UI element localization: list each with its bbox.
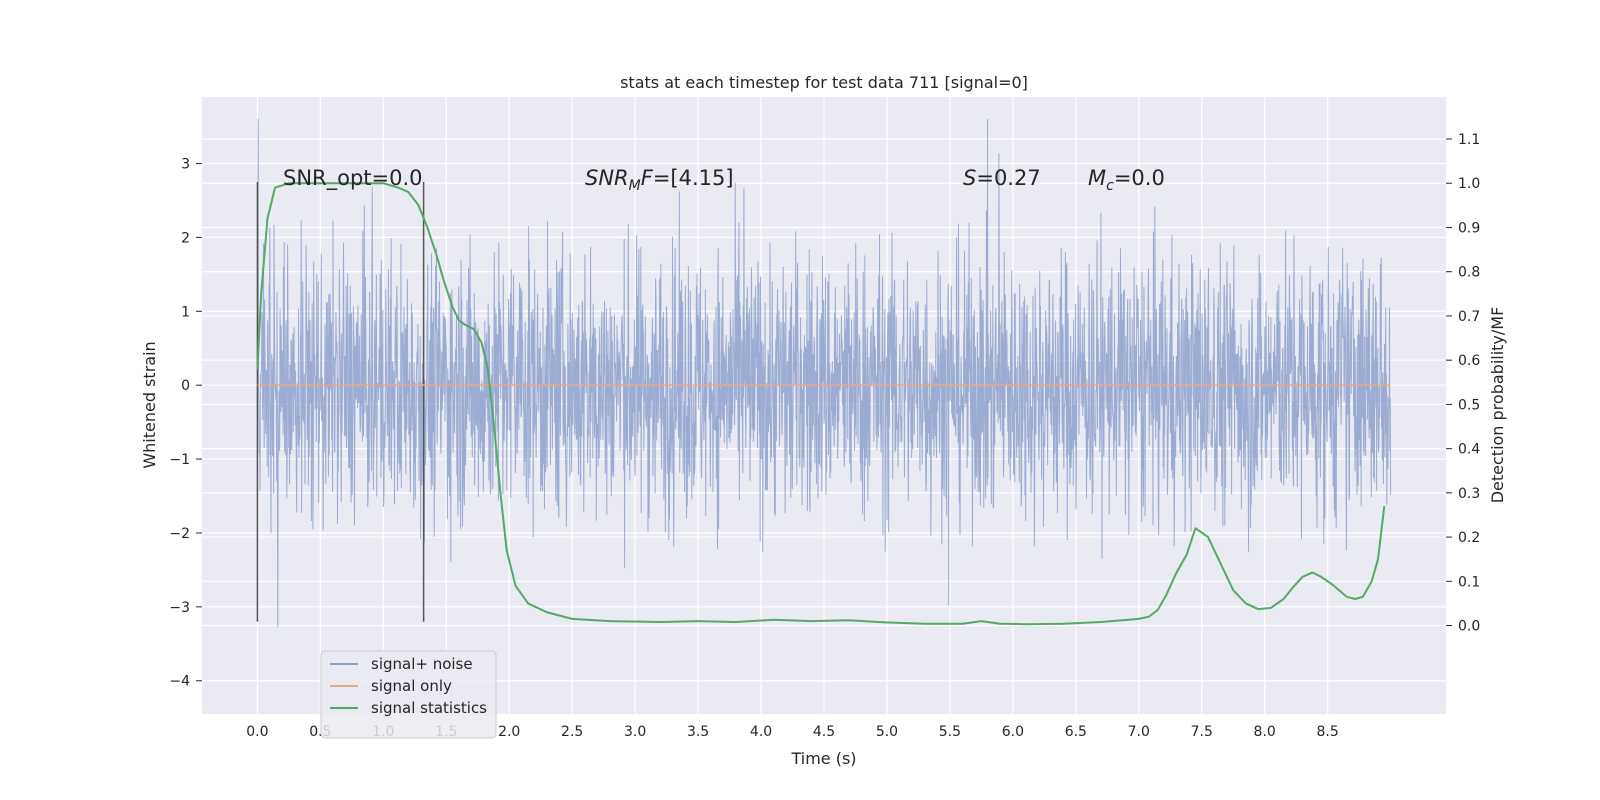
x-tick-label: 5.0 [876, 724, 898, 740]
x-tick-label: 8.5 [1317, 724, 1339, 740]
x-tick-label: 7.0 [1128, 724, 1150, 740]
y-right-tick-label: 0.3 [1458, 486, 1480, 502]
annotation-snr-opt: SNR_opt=0.0 [283, 166, 423, 191]
signal-noise-line [256, 119, 1392, 628]
x-tick-label: 6.5 [1065, 724, 1087, 740]
y-tick-label: −4 [169, 674, 190, 690]
legend-label-signal-noise: signal+ noise [371, 655, 473, 673]
x-tick-label: 2.0 [498, 724, 520, 740]
series-signal-noise [256, 119, 1392, 628]
y-right-tick-label: 1.1 [1458, 132, 1480, 148]
annotation-mc: Mc=0.0 [1088, 166, 1165, 194]
y-tick-label: −3 [169, 600, 190, 616]
x-tick-label: 4.0 [750, 724, 772, 740]
legend: signal+ noise signal only signal statist… [320, 650, 497, 739]
s-value: =0.27 [976, 166, 1040, 190]
snr-mf-var: SNR [585, 166, 629, 190]
y-right-tick-label: 1.0 [1458, 176, 1480, 192]
legend-box [320, 650, 497, 739]
y-tick-label: 0 [181, 378, 190, 394]
legend-label-signal-statistics: signal statistics [371, 699, 487, 717]
x-tick-label: 3.5 [687, 724, 709, 740]
snr-mf-sub: M [629, 178, 641, 194]
y-tick-label: 2 [181, 230, 190, 246]
x-tick-label: 7.5 [1191, 724, 1213, 740]
y-right-tick-label: 0.9 [1458, 220, 1480, 236]
y-tick-label: −1 [169, 452, 190, 468]
y-right-tick-label: 0.8 [1458, 265, 1480, 281]
y-right-tick-label: 0.0 [1458, 619, 1480, 635]
y-right-tick-label: 0.6 [1458, 353, 1480, 369]
x-tick-label: 5.5 [939, 724, 961, 740]
y-right-tick-label: 0.1 [1458, 574, 1480, 590]
snr-mf-tail: F [641, 166, 654, 190]
y-axis-label: Whitened strain [140, 341, 159, 468]
y-axis-right-label: Detection probability/MF [1488, 307, 1507, 504]
series-lines [256, 181, 1391, 626]
y-right-tick-label: 0.2 [1458, 530, 1480, 546]
x-tick-label: 3.0 [624, 724, 646, 740]
y-right-tick-label: 0.7 [1458, 309, 1480, 325]
mc-value: =0.0 [1114, 166, 1165, 190]
s-var: S [963, 166, 976, 190]
mc-var: M [1088, 166, 1106, 190]
chart-title: stats at each timestep for test data 711… [620, 73, 1028, 92]
legend-label-signal-only: signal only [371, 677, 452, 695]
y-right-tick-label: 0.4 [1458, 442, 1480, 458]
mc-sub: c [1106, 178, 1114, 194]
annotation-snr-mf: SNRMF=[4.15] [585, 166, 734, 194]
x-axis-label: Time (s) [790, 749, 856, 768]
snr-mf-value: =[4.15] [653, 166, 734, 190]
y-tick-label: −2 [169, 526, 190, 542]
x-tick-label: 4.5 [813, 724, 835, 740]
annotation-s: S=0.27 [963, 166, 1041, 190]
signal-statistics-line [256, 182, 1386, 626]
x-tick-label: 8.0 [1254, 724, 1276, 740]
x-tick-label: 6.0 [1002, 724, 1024, 740]
y-right-tick-label: 0.5 [1458, 397, 1480, 413]
x-tick-label: 2.5 [561, 724, 583, 740]
y-tick-label: 1 [181, 304, 190, 320]
y-tick-label: 3 [181, 157, 190, 173]
x-tick-label: 0.0 [246, 724, 268, 740]
